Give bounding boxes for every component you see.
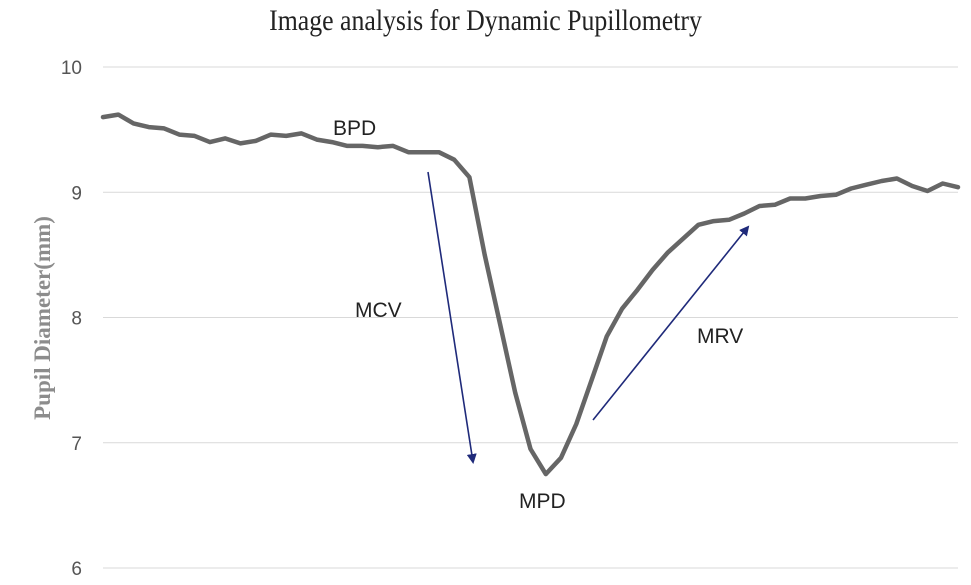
- y-tick-label: 7: [71, 434, 82, 455]
- series-group: [100, 112, 961, 477]
- y-tick-label: 8: [71, 309, 82, 330]
- annotation-mcv: MCV: [355, 299, 402, 322]
- series-line: [100, 112, 961, 477]
- annotation-mrv: MRV: [697, 325, 743, 348]
- annotation-arrows: [427, 171, 750, 464]
- annotation-mpd: MPD: [519, 490, 566, 513]
- y-tick-label: 6: [71, 559, 82, 580]
- mrv-arrow: [592, 225, 750, 421]
- mcv-arrow: [427, 171, 477, 464]
- y-axis-ticks: 6 7 8 9 10: [61, 58, 82, 580]
- y-tick-label: 10: [61, 58, 82, 79]
- y-tick-label: 9: [71, 183, 82, 204]
- chart-title: Image analysis for Dynamic Pupillometry: [269, 4, 702, 37]
- annotation-bpd: BPD: [333, 117, 376, 140]
